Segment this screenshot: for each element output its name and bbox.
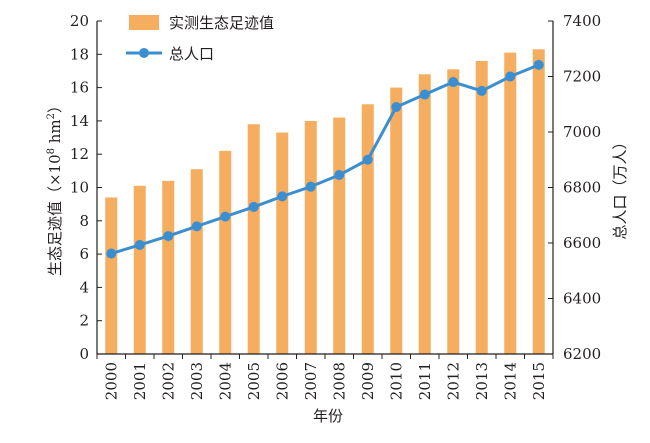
bar-2013 — [475, 60, 488, 355]
population-line — [110, 63, 540, 255]
left-tick-label: 20 — [70, 12, 89, 30]
legend: 实测生态足迹值 总人口 — [126, 14, 274, 63]
left-tick-label: 14 — [70, 112, 89, 130]
bar-2010 — [390, 87, 403, 354]
left-tick-label: 18 — [70, 45, 89, 63]
bar-2001 — [133, 185, 146, 354]
bar-series — [105, 49, 545, 355]
right-axis-title: 总人口（万人） — [611, 134, 629, 239]
left-axis-ticks: 0 2 4 6 8 10 12 14 16 18 20 — [70, 12, 102, 363]
right-tick-label: 7200 — [563, 68, 601, 86]
x-tick-label: 2004 — [216, 362, 234, 400]
left-tick-label: 10 — [70, 179, 89, 197]
point-2005 — [248, 201, 259, 212]
x-tick-label: 2012 — [444, 362, 462, 400]
bar-2009 — [361, 104, 374, 354]
x-tick-label: 2005 — [245, 362, 263, 400]
point-2006 — [277, 191, 288, 202]
x-tick-label: 2002 — [159, 362, 177, 400]
x-tick-label: 2015 — [530, 362, 548, 400]
legend-line-marker — [139, 48, 149, 58]
bar-2014 — [504, 52, 517, 354]
point-2012 — [448, 77, 459, 88]
left-tick-label: 4 — [79, 278, 89, 296]
point-2001 — [134, 239, 145, 250]
left-tick-label: 8 — [79, 212, 89, 230]
left-axis-title: 生态足迹值（×108 hm2） — [46, 98, 64, 276]
point-2014 — [505, 71, 516, 82]
right-tick-label: 6800 — [563, 179, 601, 197]
x-axis-ticks: 2000 2001 2002 2003 2004 2005 2006 2007 2008 2009… — [96, 354, 554, 400]
legend-bar-label: 实测生态足迹值 — [169, 14, 274, 32]
x-tick-label: 2000 — [102, 362, 120, 400]
x-tick-label: 2011 — [416, 362, 434, 400]
x-tick-label: 2010 — [387, 362, 405, 400]
point-2010 — [391, 102, 402, 113]
bar-2012 — [447, 69, 460, 354]
x-tick-label: 2007 — [302, 362, 320, 400]
point-2013 — [476, 85, 487, 96]
x-tick-label: 2001 — [131, 362, 149, 400]
point-2003 — [191, 221, 202, 232]
bar-2004 — [219, 150, 232, 354]
bar-2000 — [105, 197, 118, 354]
legend-bar-swatch — [129, 15, 159, 30]
x-tick-label: 2008 — [330, 362, 348, 400]
left-tick-label: 12 — [70, 145, 89, 163]
point-2002 — [163, 231, 174, 242]
bar-2003 — [190, 169, 203, 354]
x-tick-label: 2003 — [188, 362, 206, 400]
point-2000 — [106, 248, 117, 259]
left-tick-label: 6 — [79, 245, 89, 263]
x-tick-label: 2009 — [359, 362, 377, 400]
x-axis-title: 年份 — [313, 407, 343, 425]
point-2004 — [220, 211, 231, 222]
x-tick-label: 2013 — [473, 362, 491, 400]
right-tick-label: 7000 — [563, 123, 601, 141]
point-2007 — [305, 181, 316, 192]
x-tick-label: 2006 — [273, 362, 291, 400]
right-tick-label: 6400 — [563, 290, 601, 308]
bar-2015 — [532, 49, 545, 355]
bar-2005 — [247, 124, 260, 354]
point-2009 — [362, 154, 373, 165]
right-axis-ticks: 6200 6400 6600 6800 7000 7200 7400 — [548, 12, 601, 363]
right-tick-label: 7400 — [563, 12, 601, 30]
bar-2008 — [333, 117, 346, 354]
bar-2011 — [418, 74, 431, 354]
bar-2002 — [162, 180, 175, 354]
x-tick-label: 2014 — [501, 362, 519, 400]
point-2011 — [419, 89, 430, 100]
bar-2006 — [276, 132, 289, 354]
point-2015 — [533, 59, 544, 70]
line-series — [106, 59, 544, 259]
legend-line-label: 总人口 — [169, 45, 214, 63]
right-tick-label: 6600 — [563, 234, 601, 252]
left-tick-label: 2 — [79, 312, 89, 330]
left-tick-label: 0 — [79, 345, 89, 363]
left-tick-label: 16 — [70, 79, 89, 97]
point-2008 — [334, 170, 345, 181]
bar-2007 — [304, 120, 317, 355]
right-tick-label: 6200 — [563, 345, 601, 363]
